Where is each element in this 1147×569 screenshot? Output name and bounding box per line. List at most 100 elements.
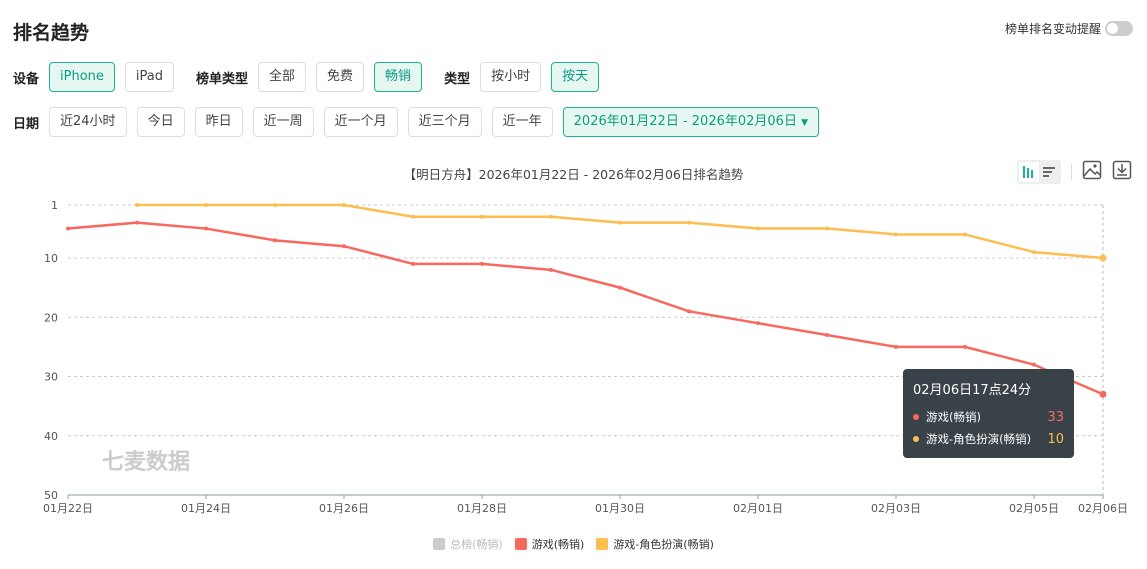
data-point — [825, 333, 829, 338]
date-range-value: 2026年01月22日 - 2026年02月06日 — [573, 114, 797, 129]
series-line — [137, 203, 1104, 260]
filter-row-1: 设备 iPhone iPad 榜单类型 全部 免费 畅销 类型 按小时 按天 — [13, 62, 609, 92]
download-icon[interactable] — [1112, 160, 1132, 184]
legend-item-rpg[interactable]: 游戏-角色扮演(畅销) — [596, 536, 714, 552]
type-label: 类型 — [444, 71, 471, 87]
tooltip-series-name: 游戏-角色扮演(畅销) — [926, 432, 1032, 446]
type-hourly-button[interactable]: 按小时 — [480, 62, 542, 92]
legend-label: 总榜(畅销) — [450, 538, 503, 551]
data-point — [411, 261, 415, 266]
data-point — [342, 244, 346, 249]
tooltip-series-name: 游戏(畅销) — [926, 410, 981, 424]
legend-swatch — [514, 538, 527, 550]
caret-down-icon: ▼ — [801, 118, 809, 128]
date-3month-button[interactable]: 近三个月 — [407, 107, 482, 137]
type-daily-button[interactable]: 按天 — [551, 62, 600, 92]
remind-toggle[interactable] — [1105, 21, 1133, 36]
date-yesterday-button[interactable]: 昨日 — [194, 107, 243, 137]
y-tick-label: 20 — [44, 311, 58, 324]
list-type-label: 榜单类型 — [196, 71, 249, 87]
date-24h-button[interactable]: 近24小时 — [49, 107, 127, 137]
data-point — [135, 220, 139, 225]
series-dot-icon — [913, 414, 919, 420]
data-point — [66, 226, 70, 231]
data-point — [204, 226, 208, 231]
data-point — [894, 344, 898, 349]
legend-item-overall[interactable]: 总榜(畅销) — [433, 536, 503, 552]
data-point — [687, 309, 691, 314]
x-tick-label: 02月01日 — [733, 502, 783, 515]
device-iphone-button[interactable]: iPhone — [49, 62, 115, 92]
series-dot-icon — [913, 436, 919, 442]
date-week-button[interactable]: 近一周 — [252, 107, 314, 137]
data-point — [1032, 362, 1036, 367]
list-type-all-button[interactable]: 全部 — [258, 62, 307, 92]
data-point — [273, 203, 277, 207]
filter-row-2: 日期 近24小时 今日 昨日 近一周 近一个月 近三个月 近一年 2026年01… — [13, 107, 829, 137]
data-point — [1099, 390, 1107, 398]
date-year-button[interactable]: 近一年 — [491, 107, 553, 137]
x-tick-label: 02月06日 — [1078, 502, 1128, 515]
data-point — [204, 203, 208, 207]
y-tick-label: 1 — [51, 199, 58, 212]
x-tick-label: 02月03日 — [871, 502, 921, 515]
data-point — [687, 220, 691, 225]
x-tick-label: 01月24日 — [181, 502, 231, 515]
data-point — [894, 232, 898, 237]
x-tick-label: 01月26日 — [319, 502, 369, 515]
date-month-button[interactable]: 近一个月 — [323, 107, 398, 137]
list-view-icon[interactable] — [1039, 162, 1059, 182]
data-point — [411, 214, 415, 219]
list-type-grossing-button[interactable]: 畅销 — [374, 62, 423, 92]
data-point — [756, 226, 760, 231]
series-line — [67, 221, 1104, 396]
chart-title: 【明日方舟】2026年01月22日 - 2026年02月06日排名趋势 — [403, 167, 744, 182]
legend-label: 游戏-角色扮演(畅销) — [613, 538, 714, 551]
data-point — [963, 232, 967, 237]
chart-tooltip: 02月06日17点24分 游戏(畅销) 33 游戏-角色扮演(畅销) 10 — [903, 369, 1074, 458]
data-point — [825, 226, 829, 231]
x-tick-label: 02月05日 — [1009, 502, 1059, 515]
x-tick-label: 01月22日 — [43, 502, 93, 515]
data-point — [480, 214, 484, 219]
page-title: 排名趋势 — [13, 22, 90, 44]
data-point — [618, 220, 622, 225]
data-point — [756, 321, 760, 326]
data-point — [342, 203, 346, 207]
y-tick-label: 30 — [44, 371, 58, 384]
image-export-icon[interactable] — [1082, 160, 1102, 184]
data-point — [549, 267, 553, 272]
tooltip-row: 游戏-角色扮演(畅销) 10 — [913, 428, 1064, 450]
tooltip-value: 33 — [1047, 409, 1064, 425]
device-ipad-button[interactable]: iPad — [124, 62, 174, 92]
x-tick-label: 01月28日 — [457, 502, 507, 515]
legend-label: 游戏(畅销) — [531, 538, 585, 551]
data-point — [273, 238, 277, 243]
legend-item-games[interactable]: 游戏(畅销) — [514, 536, 585, 552]
tooltip-value: 10 — [1047, 431, 1064, 447]
list-type-free-button[interactable]: 免费 — [316, 62, 365, 92]
watermark: 七麦数据 — [102, 450, 191, 475]
date-today-button[interactable]: 今日 — [136, 107, 185, 137]
data-point — [480, 261, 484, 266]
chart-legend: 总榜(畅销) 游戏(畅销) 游戏-角色扮演(畅销) — [0, 536, 1147, 552]
data-point — [549, 214, 553, 219]
legend-swatch — [596, 538, 609, 550]
rank-change-reminder: 榜单排名变动提醒 — [1005, 20, 1133, 37]
date-label: 日期 — [13, 116, 40, 132]
chart-toolbar — [1017, 160, 1132, 184]
data-point — [1099, 254, 1107, 262]
y-tick-label: 10 — [44, 252, 58, 265]
legend-swatch — [433, 538, 446, 550]
data-point — [1032, 250, 1036, 255]
data-point — [135, 203, 139, 207]
data-point — [963, 344, 967, 349]
date-range-picker[interactable]: 2026年01月22日 - 2026年02月06日 ▼ — [562, 107, 820, 137]
y-tick-label: 40 — [44, 430, 58, 443]
data-point — [618, 285, 622, 290]
tooltip-title: 02月06日17点24分 — [913, 383, 1032, 398]
tooltip-row: 游戏(畅销) 33 — [913, 406, 1064, 428]
x-tick-label: 01月30日 — [595, 502, 645, 515]
bar-view-icon[interactable] — [1019, 162, 1039, 182]
